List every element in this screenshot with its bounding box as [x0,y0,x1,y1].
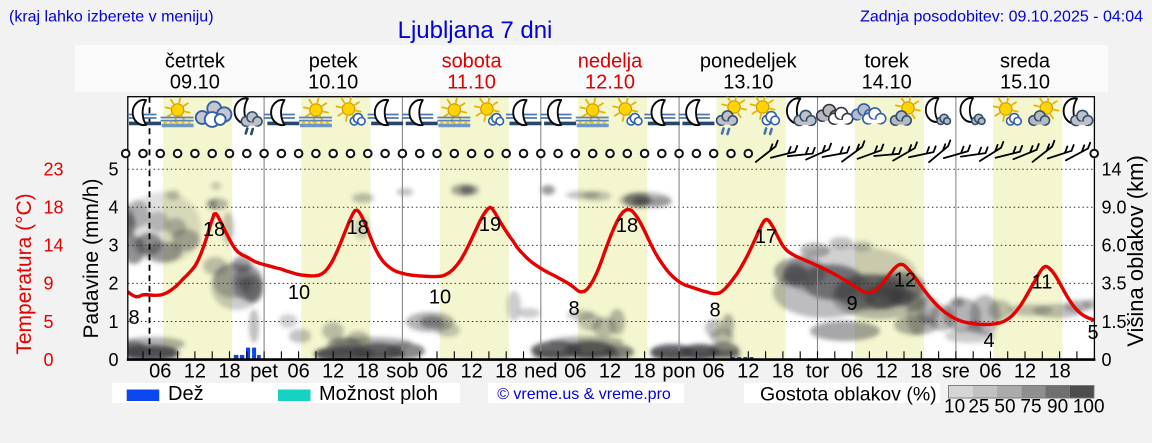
svg-text:14: 14 [44,236,64,256]
svg-text:Ljubljana 7 dni: Ljubljana 7 dni [398,17,553,44]
svg-text:15.10: 15.10 [1000,72,1050,94]
svg-text:10: 10 [944,397,965,418]
svg-text:4: 4 [983,330,994,352]
svg-text:petek: petek [309,51,359,73]
svg-text:9.0: 9.0 [1102,198,1127,218]
svg-text:10: 10 [288,282,310,304]
svg-text:11: 11 [1032,272,1053,294]
svg-text:12: 12 [1014,361,1036,383]
svg-text:sreda: sreda [1000,51,1051,73]
svg-text:75: 75 [1020,397,1041,418]
svg-text:10.10: 10.10 [308,72,358,94]
svg-text:pon: pon [662,361,695,383]
svg-text:18: 18 [203,219,225,241]
svg-text:90: 90 [1047,397,1068,418]
svg-text:12: 12 [876,361,898,383]
svg-text:10: 10 [429,287,451,309]
svg-text:(kraj lahko izberete v meniju): (kraj lahko izberete v meniju) [9,9,214,26]
svg-text:0: 0 [44,350,54,370]
svg-text:Padavine (mm/h): Padavine (mm/h) [80,179,103,339]
svg-text:12: 12 [184,361,206,383]
svg-text:9: 9 [44,274,54,294]
svg-text:torek: torek [864,51,909,73]
svg-text:pet: pet [250,361,278,383]
svg-text:18: 18 [218,361,240,383]
svg-text:12: 12 [322,361,344,383]
svg-text:sre: sre [942,361,970,383]
svg-text:06: 06 [287,361,309,383]
svg-text:Zadnja posodobitev: 09.10.2025: Zadnja posodobitev: 09.10.2025 - 04:04 [860,9,1143,26]
svg-text:18: 18 [1048,361,1070,383]
svg-text:12.10: 12.10 [585,72,635,94]
svg-text:3.5: 3.5 [1102,274,1127,294]
svg-text:nedelja: nedelja [578,51,643,73]
svg-text:8: 8 [568,298,579,320]
svg-text:8: 8 [128,307,139,329]
svg-text:18: 18 [44,198,64,218]
svg-text:25: 25 [968,397,989,418]
svg-text:18: 18 [910,361,932,383]
svg-text:ned: ned [524,361,557,383]
svg-text:06: 06 [841,361,863,383]
svg-text:4: 4 [108,198,118,218]
svg-text:13.10: 13.10 [723,72,773,94]
svg-text:18: 18 [347,217,369,239]
svg-text:18: 18 [772,361,794,383]
svg-text:23: 23 [44,160,64,180]
svg-text:sobota: sobota [442,51,503,73]
svg-text:12: 12 [737,361,759,383]
svg-text:5: 5 [1087,322,1098,344]
svg-text:18: 18 [357,361,379,383]
svg-text:Dež: Dež [168,383,204,405]
svg-text:5: 5 [108,160,118,180]
svg-text:6.0: 6.0 [1102,236,1127,256]
svg-text:ponedeljek: ponedeljek [700,51,798,73]
svg-text:3: 3 [108,236,118,256]
svg-text:0: 0 [108,350,118,370]
svg-text:12: 12 [599,361,621,383]
svg-text:12: 12 [894,270,916,292]
svg-text:100: 100 [1073,397,1105,418]
svg-text:06: 06 [149,361,171,383]
svg-text:19: 19 [479,214,501,236]
svg-text:Možnost ploh: Možnost ploh [319,383,438,405]
svg-text:sob: sob [386,361,418,383]
svg-text:tor: tor [806,361,830,383]
svg-text:0: 0 [1102,350,1112,370]
svg-text:Temperatura (°C): Temperatura (°C) [13,193,36,354]
svg-text:12: 12 [460,361,482,383]
svg-text:© vreme.us & vreme.pro: © vreme.us & vreme.pro [497,386,671,403]
svg-text:Višina oblakov (km): Višina oblakov (km) [1123,155,1148,347]
svg-text:5: 5 [44,312,54,332]
svg-text:8: 8 [709,300,720,322]
svg-text:06: 06 [703,361,725,383]
svg-text:06: 06 [564,361,586,383]
svg-text:18: 18 [495,361,517,383]
svg-text:18: 18 [616,215,638,237]
svg-text:11.10: 11.10 [447,72,496,94]
svg-text:14.10: 14.10 [862,72,912,94]
svg-text:18: 18 [633,361,655,383]
svg-text:17: 17 [755,226,777,248]
svg-text:50: 50 [994,397,1015,418]
svg-text:Gostota oblakov (%): Gostota oblakov (%) [760,384,937,406]
svg-text:četrtek: četrtek [165,51,226,73]
svg-text:1: 1 [108,312,118,332]
svg-text:06: 06 [979,361,1001,383]
svg-text:2: 2 [108,274,118,294]
svg-text:14: 14 [1102,160,1122,180]
svg-text:09.10: 09.10 [170,72,220,94]
svg-text:06: 06 [426,361,448,383]
svg-text:9: 9 [846,293,857,315]
svg-text:1.5: 1.5 [1102,312,1127,332]
